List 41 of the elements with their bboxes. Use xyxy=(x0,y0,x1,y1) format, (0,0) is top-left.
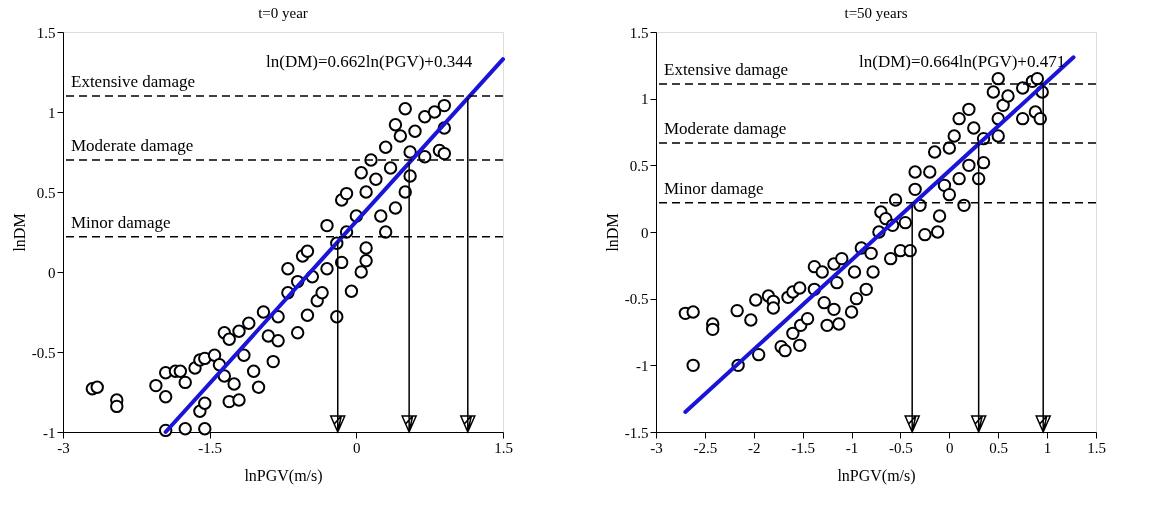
x-tick-label: 0 xyxy=(946,439,954,456)
y-tick-label: 0.5 xyxy=(36,184,56,201)
y-tick-label: -0.5 xyxy=(624,291,649,308)
x-tick-label: -2 xyxy=(748,439,761,456)
x-tick-label: 0 xyxy=(353,439,361,456)
chart-title: t=50 years xyxy=(844,5,908,21)
x-tick-label: -1 xyxy=(845,439,859,456)
y-axis-title: lnDM xyxy=(10,213,28,252)
x-tick-label: -0.5 xyxy=(889,439,913,456)
y-axis-title: lnDM xyxy=(603,213,621,252)
ref-line-label: Minor damage xyxy=(664,178,764,198)
ref-line-label: Extensive damage xyxy=(71,72,196,91)
ref-line-label: Moderate damage xyxy=(71,136,194,155)
y-tick-label: -1 xyxy=(636,357,649,374)
x-tick-label: 0.5 xyxy=(989,439,1009,456)
ref-line-label: Extensive damage xyxy=(664,60,789,79)
x-tick-label: -1.5 xyxy=(198,439,223,456)
y-tick-label: 1 xyxy=(48,104,56,121)
y-tick-label: 1.5 xyxy=(36,24,56,41)
x-tick-label: -3 xyxy=(57,439,70,456)
x-tick-label: -2.5 xyxy=(693,439,718,456)
x-tick-label: -1.5 xyxy=(791,439,816,456)
x-tick-label: 1.5 xyxy=(494,439,513,456)
y-tick-label: 0 xyxy=(641,224,649,241)
y-tick-label: -1 xyxy=(43,424,56,441)
y-tick-label: 0 xyxy=(48,264,56,281)
x-axis-title: lnPGV(m/s) xyxy=(837,466,916,485)
x-tick-label: -3 xyxy=(650,439,663,456)
y-tick-label: 0.5 xyxy=(629,157,649,174)
ref-line-label: Moderate damage xyxy=(664,119,787,139)
x-tick-label: 1.5 xyxy=(1087,439,1106,456)
annotation: ln(DM)=0.662ln(PGV)+0.344 xyxy=(266,52,473,71)
y-tick-label: 1 xyxy=(641,91,649,108)
x-tick-label: 1 xyxy=(1043,439,1052,456)
y-tick-label: -1.5 xyxy=(624,424,649,441)
chart-title: t=0 year xyxy=(258,5,308,21)
y-tick-label: -0.5 xyxy=(31,344,56,361)
y-tick-label: 1.5 xyxy=(629,24,649,41)
ref-line-label: Minor damage xyxy=(71,212,171,232)
x-axis-title: lnPGV(m/s) xyxy=(244,466,323,485)
annotation: ln(DM)=0.664ln(PGV)+0.471 xyxy=(859,52,1066,71)
